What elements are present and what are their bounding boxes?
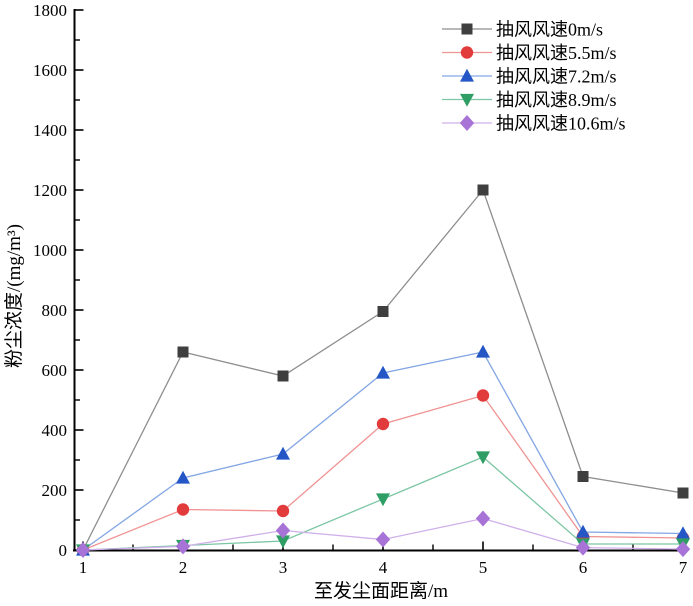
legend-item-0: 抽风风速0m/s — [442, 20, 603, 40]
x-tick-label: 1 — [79, 558, 88, 577]
diamond-marker — [475, 510, 491, 527]
square-marker — [477, 184, 489, 196]
series-line-0 — [77, 184, 689, 556]
circle-marker — [276, 504, 290, 518]
circle-marker — [476, 389, 490, 402]
circle-marker — [176, 503, 190, 516]
circle-marker — [460, 46, 474, 59]
diamond-marker — [575, 539, 591, 556]
y-tick-label: 0 — [59, 541, 68, 560]
y-tick-label: 400 — [42, 421, 68, 440]
triangle-down-marker — [276, 535, 290, 549]
x-tick-label: 2 — [179, 558, 188, 577]
triangle-up-marker — [460, 68, 474, 82]
legend-item-2: 抽风风速7.2m/s — [442, 67, 617, 87]
diamond-marker — [459, 115, 475, 131]
legend-label: 抽风风速0m/s — [496, 20, 603, 40]
square-marker — [677, 487, 689, 499]
diamond-marker — [675, 541, 691, 558]
triangle-down-marker — [476, 451, 490, 465]
legend-label: 抽风风速7.2m/s — [496, 67, 617, 87]
legend-item-4: 抽风风速10.6m/s — [442, 114, 626, 134]
axes: 0 200 400 600 800 1000 1200 1400 1600 1800 1 2 3 4 5 6 7 — [33, 1, 688, 577]
square-marker — [377, 306, 389, 317]
legend: 抽风风速0m/s 抽风风速5.5m/s 抽风风速7.2m/s 抽风风速8.9m/s 抽风… — [442, 20, 626, 134]
triangle-up-marker — [276, 446, 290, 460]
square-marker — [461, 23, 473, 35]
x-axis-label: 至发尘面距离/m — [314, 580, 448, 602]
series-line-2 — [76, 344, 690, 556]
y-tick-label: 200 — [42, 481, 68, 500]
triangle-up-marker — [176, 470, 190, 484]
diamond-marker — [375, 531, 391, 548]
y-tick-label: 1000 — [33, 241, 67, 260]
diamond-marker — [75, 542, 91, 558]
square-marker — [577, 471, 589, 482]
triangle-down-marker — [460, 93, 474, 107]
y-tick-label: 1400 — [33, 121, 67, 140]
y-tick-label: 1800 — [33, 1, 67, 20]
x-tick-label: 3 — [279, 558, 288, 577]
series-group — [75, 184, 691, 558]
triangle-up-marker — [376, 365, 390, 379]
x-tick-label: 5 — [479, 558, 488, 577]
y-tick-label: 800 — [42, 301, 68, 320]
circle-marker — [376, 417, 390, 431]
legend-label: 抽风风速8.9m/s — [496, 90, 617, 110]
diamond-marker — [175, 538, 191, 555]
triangle-up-marker — [676, 526, 690, 540]
y-tick-label: 1600 — [33, 61, 67, 80]
legend-label: 抽风风速5.5m/s — [496, 43, 617, 63]
series-line-1 — [76, 389, 690, 557]
y-tick-label: 1200 — [33, 181, 67, 200]
legend-item-3: 抽风风速8.9m/s — [442, 90, 617, 110]
x-tick-label: 7 — [679, 558, 688, 577]
square-marker — [177, 346, 189, 358]
x-tick-label: 4 — [379, 558, 388, 577]
y-axis-label: 粉尘浓度/(mg/m³) — [3, 224, 25, 368]
triangle-down-marker — [376, 493, 390, 507]
y-tick-label: 600 — [42, 361, 68, 380]
legend-label: 抽风风速10.6m/s — [496, 114, 626, 134]
square-marker — [277, 370, 289, 382]
diamond-marker — [275, 522, 291, 539]
series-path — [82, 351, 684, 551]
series-line-4 — [75, 510, 691, 558]
legend-item-1: 抽风风速5.5m/s — [442, 43, 617, 63]
x-tick-label: 6 — [579, 558, 588, 577]
triangle-up-marker — [476, 344, 490, 358]
triangle-up-marker — [576, 524, 590, 538]
